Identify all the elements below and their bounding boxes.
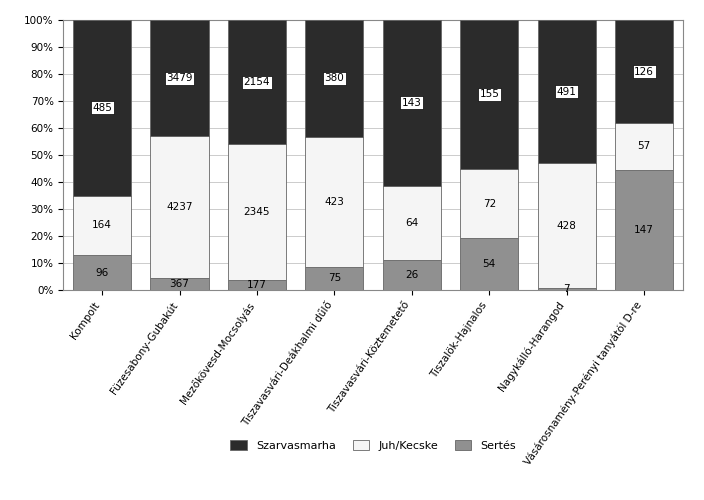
Text: 54: 54 bbox=[483, 259, 496, 269]
Bar bbox=[615, 123, 673, 170]
Text: 2345: 2345 bbox=[244, 207, 270, 217]
Text: 3479: 3479 bbox=[166, 73, 193, 83]
Text: 64: 64 bbox=[406, 218, 418, 228]
Text: 96: 96 bbox=[96, 268, 108, 278]
Legend: Szarvasmarha, Juh/Kecske, Sertés: Szarvasmarha, Juh/Kecske, Sertés bbox=[226, 436, 520, 456]
Bar bbox=[538, 163, 596, 288]
Bar bbox=[228, 20, 286, 144]
Text: 143: 143 bbox=[402, 98, 422, 108]
Bar bbox=[383, 260, 441, 290]
Bar bbox=[228, 280, 286, 290]
Text: 72: 72 bbox=[483, 198, 496, 208]
Text: 155: 155 bbox=[479, 90, 499, 100]
Text: 147: 147 bbox=[634, 225, 654, 235]
Bar bbox=[615, 170, 673, 290]
Text: 75: 75 bbox=[328, 274, 341, 283]
Text: 177: 177 bbox=[247, 280, 267, 290]
Bar bbox=[228, 144, 286, 280]
Text: 491: 491 bbox=[557, 86, 577, 97]
Bar bbox=[306, 137, 363, 267]
Bar bbox=[73, 196, 131, 255]
Bar bbox=[306, 20, 363, 137]
Bar bbox=[460, 20, 518, 169]
Text: 423: 423 bbox=[325, 197, 344, 207]
Bar bbox=[73, 255, 131, 290]
Text: 7: 7 bbox=[563, 284, 570, 294]
Bar bbox=[538, 20, 596, 163]
Text: 4237: 4237 bbox=[166, 202, 193, 212]
Bar bbox=[151, 278, 208, 290]
Bar bbox=[306, 267, 363, 290]
Bar bbox=[615, 20, 673, 123]
Bar bbox=[73, 20, 131, 196]
Text: 485: 485 bbox=[92, 103, 112, 113]
Text: 2154: 2154 bbox=[244, 77, 270, 87]
Bar bbox=[383, 186, 441, 260]
Bar bbox=[151, 20, 208, 136]
Bar bbox=[383, 20, 441, 186]
Text: 26: 26 bbox=[406, 270, 418, 280]
Bar bbox=[460, 169, 518, 238]
Bar bbox=[538, 288, 596, 290]
Text: 380: 380 bbox=[325, 74, 344, 84]
Text: 126: 126 bbox=[634, 66, 654, 76]
Text: 164: 164 bbox=[92, 220, 112, 230]
Text: 367: 367 bbox=[170, 279, 189, 289]
Text: 57: 57 bbox=[638, 142, 650, 152]
Bar bbox=[151, 136, 208, 278]
Bar bbox=[460, 238, 518, 290]
Text: 428: 428 bbox=[557, 220, 577, 230]
